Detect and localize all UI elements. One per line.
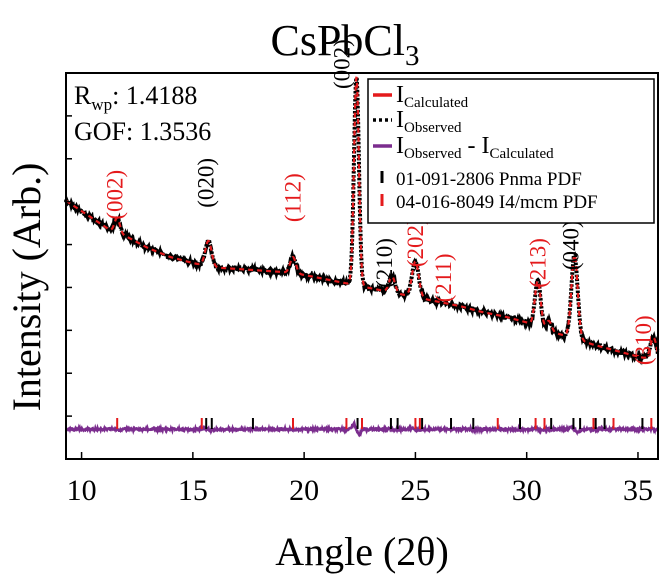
peak-annotation: (002) (102, 170, 127, 220)
peak-annotation: (211) (431, 253, 456, 302)
x-axis-tick-label: 20 (289, 474, 319, 507)
x-axis-tick-label: 25 (400, 474, 430, 507)
legend-label-main: I (396, 133, 404, 159)
peak-annotation: (310) (631, 315, 656, 365)
y-axis-label: Intensity (Arb.) (4, 163, 49, 412)
legend-entry: IObserved - ICalculated (373, 133, 554, 162)
chart-title: CsPbCl3 (270, 16, 419, 72)
x-axis-tick-label: 30 (512, 474, 542, 507)
chart-title-main: CsPbCl (270, 16, 405, 65)
stats-box: Rwp: 1.4188 GOF: 1.3536 (74, 81, 211, 146)
legend-label-main: 01-091-2806 Pnma PDF (396, 169, 582, 190)
x-axis-tick-label: 35 (623, 474, 653, 507)
plot-frame (65, 72, 659, 460)
legend-entry: ICalculated (373, 82, 469, 111)
x-axis-tick-label: 15 (178, 474, 208, 507)
legend-entry: 01-091-2806 Pnma PDF (380, 169, 582, 190)
legend-frame (367, 78, 655, 224)
legend-label-rest: - I (461, 133, 489, 159)
legend-label: IObserved (396, 107, 462, 136)
peak-annotation: (002) (329, 39, 354, 89)
legend-label-main: 04-016-8049 I4/mcm PDF (396, 192, 598, 213)
legend-label-subscript: Calculated (404, 95, 469, 111)
peak-annotation: (213) (525, 238, 550, 288)
peak-annotation: (040) (559, 220, 584, 270)
difference-series (65, 418, 659, 438)
x-axis-label: Angle (2θ) (275, 529, 449, 574)
legend-label-main: I (396, 82, 404, 108)
legend-label-subscript: Observed (404, 146, 462, 162)
chart-title-subscript: 3 (405, 40, 420, 72)
peak-annotation: (112) (280, 173, 305, 222)
legend-entry: 04-016-8049 I4/mcm PDF (380, 192, 598, 213)
legend-label: 01-091-2806 Pnma PDF (396, 169, 582, 190)
peak-annotation: (202) (403, 217, 428, 267)
plot-area: (002) (020) (112) (002) (210) (202)(211) (213)… (64, 39, 660, 438)
legend-entry: IObserved (373, 107, 462, 136)
legend-label-main: I (396, 107, 404, 133)
gof-stat: GOF: 1.3536 (74, 117, 211, 146)
peak-annotation: (210) (372, 238, 397, 288)
calculated-series (65, 76, 659, 359)
legend-label: 04-016-8049 I4/mcm PDF (396, 192, 598, 213)
x-axis-tick-label: 10 (67, 474, 97, 507)
rwp-label: R (74, 81, 92, 110)
rwp-stat: Rwp: 1.4188 (74, 81, 197, 114)
legend-label: IObserved - ICalculated (396, 133, 554, 162)
legend-label-subscript: Observed (404, 120, 462, 136)
x-axis-ticks: 10 15 20 25 30 35 (67, 452, 653, 507)
rwp-value: : 1.4188 (112, 81, 197, 110)
peak-annotation: (020) (194, 158, 219, 208)
rwp-label-subscript: wp (91, 95, 112, 114)
legend-label-subscript: Calculated (489, 146, 554, 162)
legend-label: ICalculated (396, 82, 469, 111)
